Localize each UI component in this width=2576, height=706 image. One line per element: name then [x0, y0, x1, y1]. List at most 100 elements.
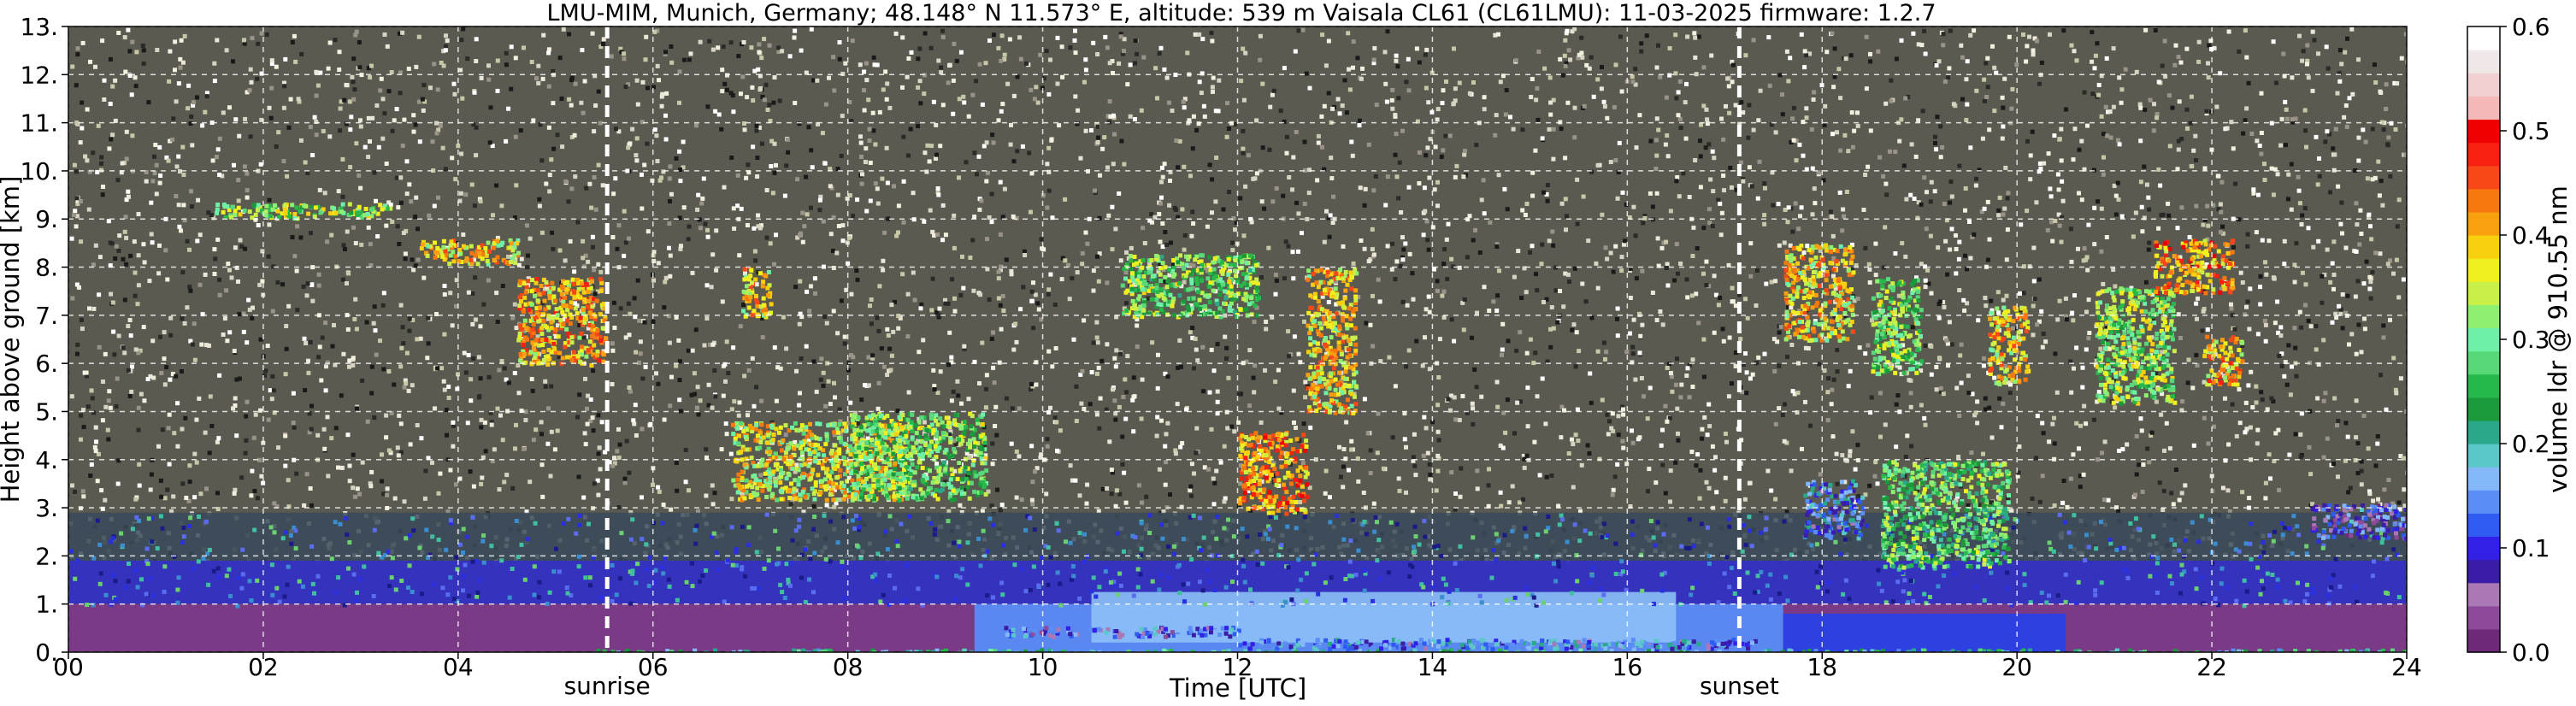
noise-dot: [768, 119, 773, 123]
noise-dot: [1096, 509, 1101, 514]
noise-dot: [1919, 368, 1924, 374]
noise-dot: [754, 385, 759, 390]
noise-dot: [2367, 489, 2372, 494]
noise-dot: [674, 363, 679, 368]
noise-dot: [2255, 427, 2261, 432]
noise-dot: [838, 419, 843, 424]
noise-dot: [1302, 139, 1307, 144]
noise-dot: [1194, 127, 1200, 132]
noise-dot: [1870, 318, 1874, 323]
noise-dot: [171, 494, 176, 499]
noise-dot: [284, 346, 289, 351]
noise-dot: [1841, 207, 1846, 212]
noise-dot: [1545, 183, 1550, 187]
noise-dot: [1665, 133, 1670, 138]
noise-dot: [935, 391, 940, 395]
noise-dot: [2324, 44, 2329, 50]
noise-dot: [1320, 32, 1325, 38]
noise-dot: [1136, 483, 1141, 488]
noise-dot: [414, 64, 419, 69]
noise-dot: [732, 399, 737, 404]
noise-dot: [301, 284, 306, 289]
noise-dot: [1669, 374, 1674, 379]
noise-dot: [667, 340, 672, 345]
noise-dot: [1803, 345, 1808, 350]
noise-dot: [1427, 309, 1432, 315]
noise-dot: [611, 191, 616, 197]
noise-dot: [420, 97, 425, 102]
noise-dot: [1572, 105, 1577, 110]
noise-dot: [783, 432, 788, 438]
noise-dot: [784, 163, 789, 168]
noise-dot: [242, 164, 247, 169]
noise-dot: [480, 475, 485, 480]
noise-dot: [1665, 154, 1671, 159]
noise-dot: [2166, 213, 2172, 218]
noise-dot: [456, 144, 461, 149]
noise-dot: [893, 31, 899, 36]
noise-dot: [306, 370, 311, 375]
noise-dot: [599, 420, 604, 425]
noise-dot: [634, 350, 639, 355]
noise-dot: [358, 185, 363, 191]
noise-dot: [618, 46, 623, 51]
noise-dot: [1506, 338, 1511, 344]
noise-dot: [2299, 222, 2304, 227]
noise-dot: [1639, 41, 1644, 46]
noise-dot: [1821, 178, 1826, 183]
noise-dot: [716, 45, 721, 50]
noise-dot: [1251, 375, 1256, 380]
noise-dot: [121, 345, 126, 350]
noise-dot: [693, 391, 697, 397]
noise-dot: [1131, 429, 1136, 434]
noise-dot: [2184, 107, 2190, 112]
noise-dot: [864, 209, 869, 214]
noise-dot: [222, 316, 227, 321]
noise-dot: [221, 110, 226, 115]
noise-dot: [2220, 224, 2225, 229]
noise-dot: [1743, 53, 1748, 58]
noise-dot: [2302, 108, 2308, 113]
noise-dot: [2187, 235, 2192, 239]
noise-dot: [162, 382, 168, 387]
noise-dot: [877, 284, 882, 289]
noise-dot: [1928, 199, 1933, 204]
noise-dot: [74, 83, 79, 88]
noise-dot: [2172, 62, 2178, 68]
noise-dot: [2119, 87, 2125, 92]
noise-dot: [1677, 116, 1683, 121]
noise-dot: [1694, 72, 1699, 77]
noise-dot: [1192, 366, 1196, 371]
noise-dot: [1574, 330, 1579, 335]
noise-dot: [1816, 170, 1821, 175]
noise-dot: [894, 233, 899, 238]
noise-dot: [1963, 208, 1967, 213]
noise-dot: [1170, 109, 1175, 113]
noise-dot: [805, 289, 810, 294]
noise-dot: [164, 365, 169, 370]
noise-dot: [591, 368, 596, 374]
noise-dot: [780, 49, 785, 54]
noise-dot: [560, 144, 565, 150]
noise-dot: [1300, 27, 1306, 32]
noise-dot: [2160, 391, 2165, 397]
noise-dot: [1117, 61, 1122, 66]
noise-dot: [2289, 162, 2294, 167]
noise-dot: [901, 220, 906, 225]
noise-dot: [2306, 75, 2311, 80]
noise-dot: [693, 327, 699, 332]
noise-dot: [660, 91, 665, 97]
noise-dot: [1326, 91, 1331, 96]
noise-dot: [1616, 414, 1621, 419]
noise-dot: [2076, 246, 2080, 251]
noise-dot: [88, 474, 93, 478]
noise-dot: [1497, 268, 1501, 274]
noise-dot: [1794, 158, 1799, 163]
noise-dot: [809, 26, 814, 32]
noise-dot: [2111, 268, 2116, 272]
noise-dot: [790, 498, 795, 503]
noise-dot: [454, 278, 459, 283]
noise-dot: [774, 162, 778, 168]
noise-dot: [1936, 356, 1942, 361]
noise-dot: [1046, 91, 1052, 97]
